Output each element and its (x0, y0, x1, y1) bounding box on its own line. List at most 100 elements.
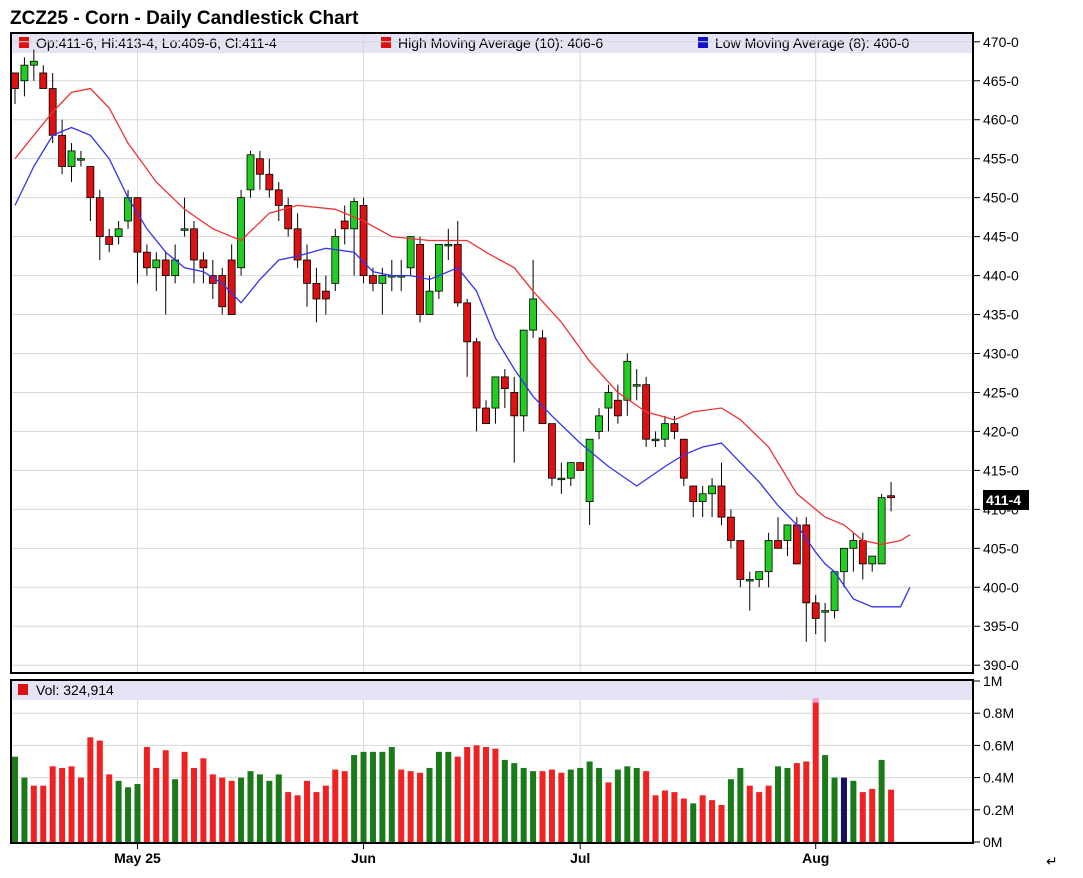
volume-bar (652, 795, 659, 842)
price-tick-label: 435-0 (983, 307, 1019, 323)
candle (613, 384, 622, 424)
volume-bar (219, 777, 226, 842)
candle-body (331, 236, 340, 284)
volume-bar (426, 767, 433, 842)
candle (632, 369, 641, 401)
candle (284, 197, 293, 237)
candle (877, 493, 886, 565)
candle (114, 221, 123, 245)
volume-bar (614, 769, 621, 842)
volume-bar (87, 737, 94, 842)
volume-bar (49, 766, 56, 842)
volume-bar (40, 785, 47, 842)
volume-bar (793, 763, 800, 842)
volume-bar (869, 788, 876, 842)
candle (237, 189, 245, 276)
candle-body (482, 407, 490, 425)
candle-body (868, 555, 877, 565)
volume-tick-label: 0.2M (983, 802, 1014, 818)
candle (321, 275, 330, 315)
high-moving-average-line (14, 87, 911, 546)
volume-bar (643, 771, 650, 842)
candle-body (566, 462, 575, 479)
candle-body (114, 228, 123, 238)
candle-body (774, 540, 782, 549)
price-tick-label: 400-0 (983, 579, 1019, 595)
candle (218, 267, 227, 315)
volume-bar (143, 747, 150, 842)
candle-body (293, 228, 302, 261)
volume-bar (859, 792, 866, 842)
volume-bar (624, 766, 631, 842)
candle (868, 555, 877, 572)
volume-tick-label: 0.6M (983, 737, 1014, 753)
candle-body (190, 228, 198, 261)
price-tick-label: 445-0 (983, 229, 1019, 245)
candle (472, 337, 481, 432)
candle (180, 197, 189, 237)
volume-bar (332, 769, 339, 842)
candle (20, 57, 29, 97)
last-price-box (983, 490, 1029, 510)
candle (557, 462, 566, 494)
volume-bar (369, 751, 376, 842)
candle-body (434, 244, 443, 292)
volume-bar (558, 772, 565, 842)
candle-body (86, 166, 95, 199)
price-gridlines (11, 34, 973, 673)
volume-bar (850, 780, 857, 842)
volume-bar (200, 758, 207, 842)
candle (199, 252, 208, 284)
candle-body (698, 493, 707, 502)
volume-bar (190, 767, 197, 842)
candle-body (755, 571, 764, 580)
candle-body (840, 547, 848, 573)
ohlc-legend-swatch (19, 37, 29, 48)
candle-body (802, 524, 811, 604)
candle (736, 540, 745, 588)
volume-bar (360, 751, 367, 842)
candle (359, 197, 368, 284)
candle-body (830, 571, 839, 612)
candle-body (623, 360, 632, 401)
candle-body (651, 438, 660, 442)
candle-body (359, 205, 368, 276)
volume-bar (388, 747, 395, 842)
volume-bar (511, 763, 518, 842)
candle (312, 267, 321, 323)
volume-bar (59, 767, 66, 842)
candle (67, 143, 76, 183)
return-icon: ↵ (1046, 853, 1058, 869)
candle-body (29, 60, 38, 66)
candle-body (727, 516, 735, 541)
volume-bar (285, 792, 292, 842)
price-tick-label: 395-0 (983, 618, 1019, 634)
candle-body (11, 72, 19, 89)
volume-panel-frame (10, 679, 974, 844)
candle (755, 571, 764, 588)
high-ma-legend-text: High Moving Average (10): 406-6 (398, 35, 603, 51)
volume-bar (238, 777, 245, 842)
date-tick-label: May 25 (114, 850, 161, 866)
volume-bar (304, 780, 311, 842)
candle-body (595, 415, 603, 432)
price-axis: 390-0395-0400-0405-0410-0415-0420-0425-0… (973, 34, 1019, 673)
candle-body (67, 150, 76, 167)
price-tick-label: 460-0 (983, 112, 1019, 128)
volume-bar (671, 792, 678, 842)
volume-bar (775, 766, 782, 842)
volume-axis: 0M 0.2M 0.4M 0.6M 0.8M 1M (973, 673, 1014, 850)
volume-bar (30, 785, 37, 842)
candle (133, 197, 142, 284)
volume-tick-label: 0M (983, 834, 1002, 850)
candle-body (39, 72, 48, 89)
volume-legend-bar (11, 680, 973, 700)
volume-tick-label: 0.4M (983, 770, 1014, 786)
volume-bar (313, 792, 320, 842)
candle-body (303, 259, 311, 284)
price-tick-label: 415-0 (983, 462, 1019, 478)
candle (161, 252, 170, 315)
candle-body (406, 236, 415, 269)
candle (142, 244, 151, 276)
candle (105, 228, 114, 253)
